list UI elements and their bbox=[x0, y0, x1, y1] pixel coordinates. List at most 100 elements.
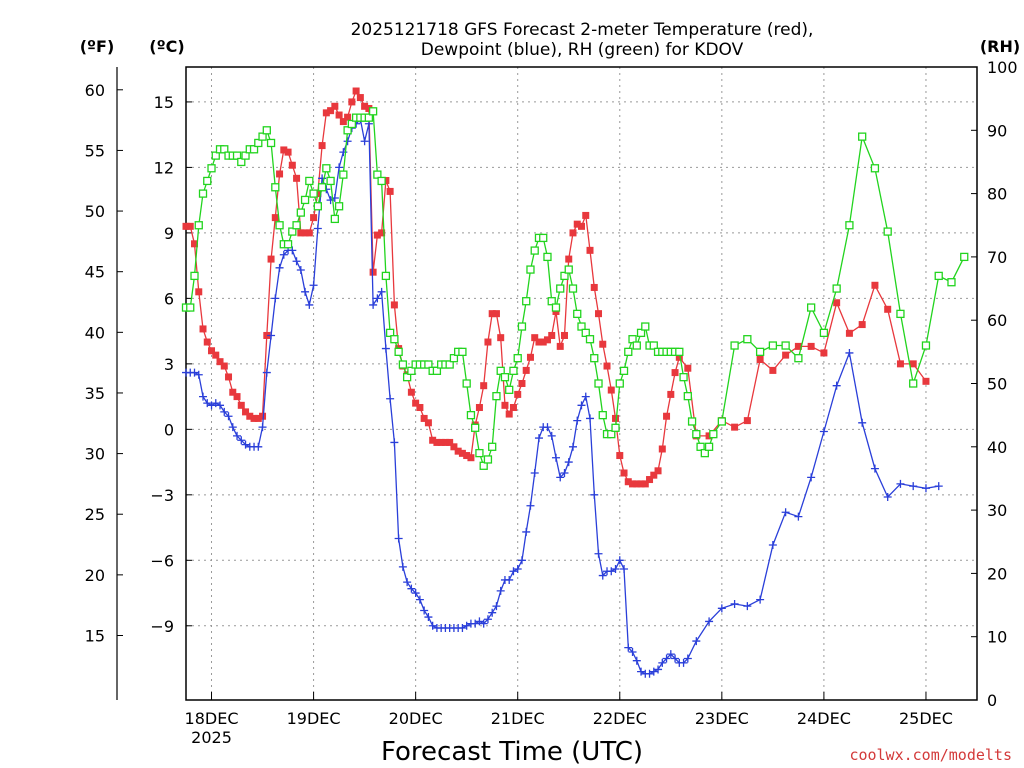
rh-point bbox=[262, 126, 271, 135]
rh-point bbox=[781, 341, 790, 350]
x-tick-label: 19DEC bbox=[287, 709, 341, 728]
rh-point bbox=[806, 303, 816, 312]
rh-point bbox=[543, 252, 552, 262]
dewpoint-point bbox=[743, 602, 752, 611]
temperature-point bbox=[565, 255, 573, 263]
rh-point bbox=[220, 145, 229, 154]
temperature-point bbox=[276, 170, 284, 178]
rh-tick-label: 20 bbox=[987, 564, 1007, 583]
dewpoint-point bbox=[335, 163, 344, 172]
rh-point bbox=[339, 170, 348, 179]
temperature-point bbox=[424, 419, 432, 427]
rh-point bbox=[186, 303, 195, 312]
temperature-point bbox=[663, 412, 671, 420]
temperature-point bbox=[633, 480, 641, 488]
dewpoint-point bbox=[568, 442, 577, 451]
dewpoint-point bbox=[522, 527, 531, 536]
rh-point bbox=[632, 341, 641, 350]
rh-point bbox=[390, 335, 399, 344]
temperature-point bbox=[318, 142, 326, 150]
rh-point bbox=[496, 366, 505, 375]
fahrenheit-tick-label: 60 bbox=[85, 81, 105, 100]
dewpoint-point bbox=[492, 602, 501, 611]
rh-point bbox=[717, 417, 726, 426]
dewpoint-point bbox=[768, 541, 777, 550]
dewpoint-point bbox=[237, 436, 246, 445]
temperature-point bbox=[607, 386, 615, 394]
rh-point bbox=[309, 189, 318, 198]
rh-point bbox=[547, 297, 556, 306]
celsius-tick-label: 6 bbox=[164, 289, 174, 308]
dewpoint-point bbox=[505, 575, 514, 584]
temperature-point bbox=[186, 222, 194, 230]
dewpoint-point bbox=[479, 619, 488, 628]
rh-point bbox=[539, 233, 548, 243]
rh-tick-label: 50 bbox=[987, 375, 1007, 394]
dewpoint-point bbox=[756, 595, 765, 604]
dewpoint-point bbox=[199, 392, 208, 401]
dewpoint-point bbox=[560, 468, 569, 477]
rh-point bbox=[819, 328, 829, 338]
dewpoint-point bbox=[883, 493, 892, 502]
rh-point bbox=[500, 373, 510, 382]
rh-point bbox=[611, 423, 620, 432]
rh-point bbox=[432, 366, 442, 375]
temperature-point bbox=[514, 390, 522, 398]
temperature-point bbox=[675, 353, 683, 361]
dewpoint-point bbox=[488, 608, 497, 617]
celsius-tick-label: 15 bbox=[154, 93, 174, 112]
x-tick-sublabel: 2025 bbox=[191, 728, 232, 747]
temperature-point bbox=[909, 360, 917, 368]
temperature-point bbox=[433, 438, 441, 446]
dewpoint-point bbox=[513, 565, 522, 574]
temperature-point bbox=[208, 347, 216, 355]
temperature-point bbox=[441, 438, 449, 446]
temperature-point bbox=[629, 480, 637, 488]
rh-point bbox=[241, 151, 250, 160]
rh-point bbox=[564, 265, 573, 274]
temperature-point bbox=[641, 480, 649, 488]
temperature-point bbox=[620, 469, 628, 477]
dewpoint-point bbox=[224, 412, 233, 421]
dewpoint-point bbox=[390, 438, 399, 447]
rh-point bbox=[577, 322, 586, 331]
dewpoint-point bbox=[679, 658, 688, 667]
dewpoint-point bbox=[598, 571, 607, 580]
temperature-point bbox=[390, 301, 398, 309]
dewpoint-point bbox=[288, 246, 297, 255]
rh-point bbox=[305, 176, 314, 186]
dewpoint-point bbox=[318, 174, 327, 183]
rh-point bbox=[266, 138, 276, 148]
dewpoint-point bbox=[420, 606, 429, 615]
rh-point bbox=[870, 164, 880, 173]
dewpoint-point bbox=[637, 667, 646, 676]
rh-point bbox=[334, 202, 344, 211]
dewpoint-point bbox=[517, 556, 526, 565]
rh-point bbox=[492, 392, 501, 401]
x-tick-label: 21DEC bbox=[491, 709, 545, 728]
rh-tick-label: 70 bbox=[987, 248, 1007, 267]
rh-point bbox=[364, 113, 374, 122]
rh-point bbox=[560, 271, 569, 281]
temperature-point bbox=[301, 229, 309, 237]
temperature-point bbox=[497, 334, 505, 342]
temperature-point bbox=[348, 98, 356, 106]
rh-point bbox=[385, 328, 395, 338]
plot-frame bbox=[185, 66, 978, 701]
rh-point bbox=[292, 221, 301, 230]
rh-point bbox=[649, 341, 658, 350]
dewpoint-point bbox=[586, 414, 595, 423]
dewpoint-point bbox=[411, 589, 420, 598]
temperature-point bbox=[420, 414, 428, 422]
rh-point bbox=[505, 385, 514, 394]
temperature-point bbox=[267, 255, 275, 263]
temperature-point bbox=[509, 404, 517, 412]
rh-point bbox=[347, 119, 357, 129]
dewpoint-point bbox=[858, 418, 867, 427]
dewpoint-point bbox=[543, 423, 552, 432]
temperature-point bbox=[356, 94, 364, 102]
dewpoint-point bbox=[547, 431, 556, 440]
temperature-point bbox=[322, 109, 330, 117]
rh-point bbox=[462, 379, 471, 388]
